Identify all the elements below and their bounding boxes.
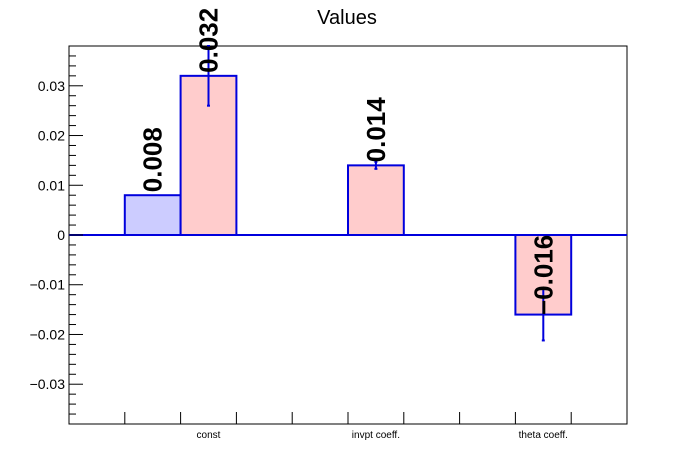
axis-layer: 0.03 0.02 0.01 0 −0.01 −0.02 −0.03 const invpt c… bbox=[30, 45, 627, 441]
y-tick-label: −0.03 bbox=[30, 376, 66, 392]
data-label-2: 0.014 bbox=[361, 97, 391, 163]
bar-2 bbox=[347, 164, 405, 236]
y-tick-label: 0.03 bbox=[38, 78, 65, 94]
y-tick-label: 0.01 bbox=[38, 177, 65, 193]
x-tick-label: const bbox=[197, 430, 221, 441]
bars-layer bbox=[123, 45, 573, 342]
y-tick-label: 0 bbox=[57, 227, 65, 243]
y-tick-label: −0.01 bbox=[30, 277, 66, 293]
y-tick-label: −0.02 bbox=[30, 326, 66, 342]
x-tick-label: invpt coeff. bbox=[352, 430, 400, 441]
chart-title: Values bbox=[317, 7, 377, 29]
data-label-1: 0.032 bbox=[194, 8, 224, 73]
x-tick-label: theta coeff. bbox=[519, 430, 568, 441]
bar-0 bbox=[123, 194, 182, 236]
y-tick-label: 0.02 bbox=[38, 128, 65, 144]
data-label-0: 0.008 bbox=[138, 127, 168, 192]
data-label-3: −0.016 bbox=[528, 235, 558, 315]
data-labels-layer: 0.008 0.032 0.014 −0.016 bbox=[138, 8, 559, 315]
